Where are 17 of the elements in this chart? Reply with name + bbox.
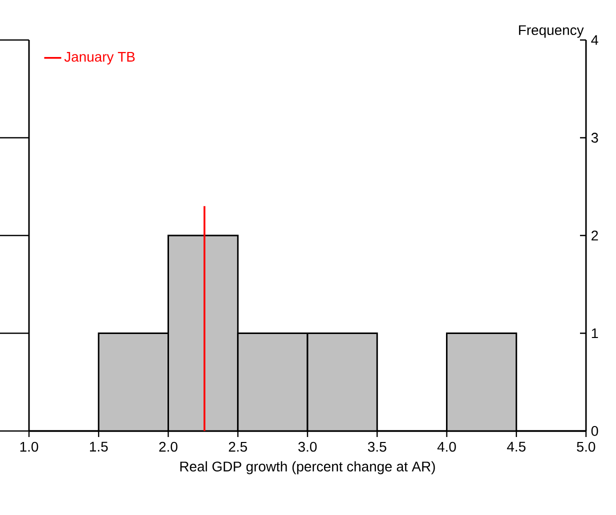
x-tick-label: 4.0 [437, 442, 456, 452]
legend-label: January TB [64, 52, 135, 64]
x-tick-label: 3.0 [298, 442, 317, 452]
y-tick-label: 2 [592, 230, 598, 240]
x-tick-label: 2.0 [159, 442, 178, 452]
x-tick-label: 4.5 [506, 442, 526, 452]
y-tick-label: 4 [591, 35, 598, 45]
x-tick-label: 2.5 [228, 442, 247, 452]
y-tick-label: 3 [591, 132, 598, 143]
y-tick-label: 0 [591, 426, 598, 436]
y-tick-label: 1 [592, 328, 598, 338]
x-tick-label: 1.5 [90, 442, 108, 452]
x-tick-label: 3.5 [368, 442, 386, 452]
x-tick-label: 5.0 [576, 442, 596, 452]
x-tick-label: 1.0 [20, 442, 38, 452]
x-axis-title: Real GDP growth (percent change at AR) [180, 461, 435, 474]
y-axis-title: Frequency [519, 25, 584, 38]
